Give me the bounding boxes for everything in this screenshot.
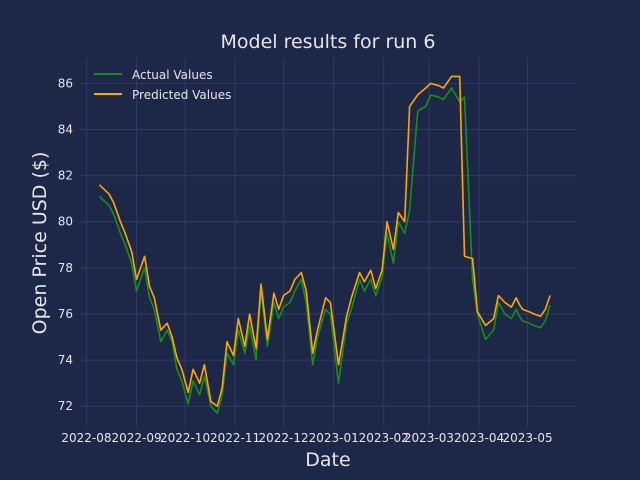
x-tick-label: 2023-01: [309, 431, 359, 445]
x-axis-label: Date: [305, 449, 350, 471]
y-tick-label: 86: [58, 76, 73, 90]
legend-label-predicted: Predicted Values: [132, 88, 231, 102]
x-tick-label: 2022-10: [160, 431, 210, 445]
actual-values-line: [98, 87, 551, 415]
grid: [80, 58, 576, 427]
legend: Actual Values Predicted Values: [94, 68, 231, 102]
chart-title: Model results for run 6: [221, 31, 436, 53]
y-tick-label: 80: [58, 215, 73, 229]
x-tick-label: 2023-04: [454, 431, 504, 445]
x-tick-label: 2022-08: [61, 431, 111, 445]
y-tick-label: 74: [58, 353, 73, 367]
y-tick-label: 78: [58, 261, 73, 275]
plot-background: [80, 58, 576, 427]
y-tick-label: 72: [58, 399, 73, 413]
predicted-values-line: [98, 75, 551, 408]
y-tick-labels: 72 74 76 78 80 82 84 86: [58, 76, 73, 413]
y-tick-label: 76: [58, 307, 73, 321]
x-tick-label: 2022-11: [210, 431, 260, 445]
x-tick-label: 2022-12: [258, 431, 308, 445]
x-tick-label: 2023-03: [404, 431, 454, 445]
x-tick-label: 2023-05: [502, 431, 552, 445]
x-tick-label: 2022-09: [111, 431, 161, 445]
y-tick-label: 84: [58, 122, 73, 136]
legend-label-actual: Actual Values: [132, 68, 213, 82]
y-axis-label: Open Price USD ($): [29, 152, 51, 335]
series-layer: [98, 75, 551, 415]
x-tick-label: 2023-02: [359, 431, 409, 445]
y-tick-label: 82: [58, 169, 73, 183]
